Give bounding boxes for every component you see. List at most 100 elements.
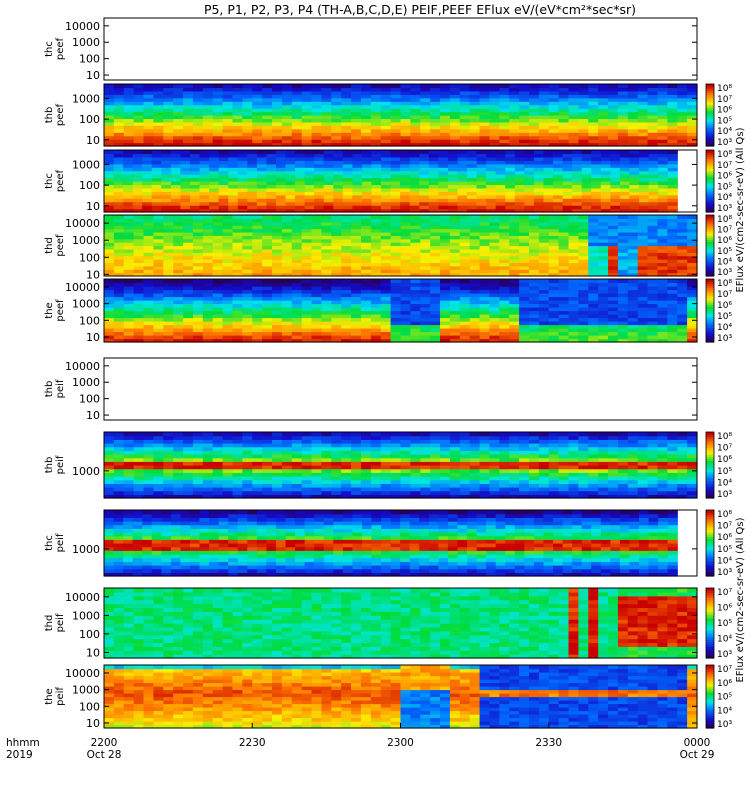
heatmap-cell (476, 170, 487, 175)
heatmap-cell (301, 461, 313, 466)
heatmap-cell (467, 208, 478, 213)
heatmap-cell (341, 90, 352, 95)
heatmap-cell (311, 265, 323, 270)
heatmap-cell (321, 90, 332, 95)
heatmap-cell (420, 248, 431, 253)
heatmap-cell (380, 238, 392, 243)
heatmap-cell (370, 221, 382, 226)
heatmap-cell (390, 269, 402, 274)
heatmap-cell (192, 121, 204, 126)
heatmap-cell (262, 101, 273, 106)
heatmap-cell (657, 125, 668, 130)
heatmap-cell (600, 194, 611, 199)
heatmap-cell (600, 163, 611, 168)
heatmap-cell (143, 132, 155, 137)
heatmap-cell (419, 194, 430, 199)
heatmap-cell (380, 94, 392, 99)
heatmap-cell (163, 282, 174, 287)
heatmap-cell (321, 490, 332, 495)
heatmap-cell (533, 153, 545, 158)
heatmap-cell (163, 84, 174, 89)
heatmap-cell (553, 150, 564, 155)
heatmap-cell (295, 201, 306, 206)
heatmap-cell (610, 208, 621, 213)
heatmap-cell (192, 255, 204, 260)
heatmap-cell (321, 115, 332, 120)
heatmap-cell (311, 286, 323, 291)
heatmap-cell (514, 160, 525, 165)
heatmap-cell (533, 191, 545, 196)
heatmap-cell (252, 125, 263, 130)
heatmap-cell (341, 269, 352, 274)
y-tick-label: 100 (79, 314, 100, 327)
heatmap-cell (548, 228, 560, 233)
heatmap-cell (252, 461, 263, 466)
heatmap-cell (495, 174, 506, 179)
heatmap-cell (588, 331, 599, 336)
heatmap-cell (180, 170, 191, 175)
heatmap-cell (400, 259, 411, 264)
heatmap-cell (528, 84, 540, 89)
heatmap-cell (410, 314, 421, 319)
heatmap-cell (104, 248, 115, 253)
heatmap-cell (104, 139, 115, 144)
heatmap-cell (133, 335, 145, 340)
heatmap-cell (572, 167, 583, 172)
heatmap-cell (647, 248, 659, 253)
heatmap-cell (419, 177, 430, 182)
heatmap-cell (598, 328, 609, 333)
heatmap-cell (304, 170, 315, 175)
heatmap-cell (153, 215, 164, 219)
heatmap-cell (657, 262, 668, 267)
heatmap-cell (687, 259, 698, 264)
heatmap-cell (558, 338, 570, 343)
heatmap-cell (479, 235, 491, 240)
heatmap-cell (447, 177, 459, 182)
heatmap-cell (113, 331, 125, 336)
heatmap-cell (430, 142, 441, 147)
heatmap-cell (209, 205, 220, 210)
heatmap-cell (528, 87, 540, 92)
heatmap-cell (514, 187, 525, 192)
heatmap-cell (153, 487, 164, 492)
heatmap-cell (428, 187, 439, 192)
heatmap-cell (275, 208, 287, 213)
heatmap-cell (486, 191, 497, 196)
heatmap-cell (449, 94, 461, 99)
heatmap-cell (619, 156, 631, 161)
heatmap-cell (281, 335, 293, 340)
heatmap-cell (381, 194, 392, 199)
heatmap-cell (202, 90, 214, 95)
heatmap-cell (687, 221, 698, 226)
heatmap-cell (390, 265, 402, 270)
colorbar-step (706, 108, 714, 112)
heatmap-cell (281, 87, 293, 92)
heatmap-cell (212, 454, 224, 459)
heatmap-cell (420, 125, 431, 130)
heatmap-cell (272, 84, 283, 89)
heatmap-cell (272, 307, 283, 312)
heatmap-cell (151, 187, 162, 192)
heatmap-cell (183, 472, 194, 477)
heatmap-cell (627, 139, 639, 144)
heatmap-cell (667, 255, 678, 260)
heatmap-cell (192, 472, 204, 477)
heatmap-cell (173, 245, 184, 250)
heatmap-cell (687, 231, 698, 236)
heatmap-cell (430, 272, 441, 277)
heatmap-cell (252, 310, 263, 315)
heatmap-cell (183, 272, 194, 277)
heatmap-cell (151, 198, 162, 203)
heatmap-cell (232, 286, 243, 291)
heatmap-cell (617, 225, 629, 230)
heatmap-cell (143, 128, 155, 133)
heatmap-cell (505, 150, 516, 155)
heatmap-cell (232, 303, 243, 308)
heatmap-cell (459, 215, 471, 219)
heatmap-cell (588, 286, 599, 291)
heatmap-cell (189, 170, 201, 175)
heatmap-cell (598, 238, 609, 243)
heatmap-cell (272, 225, 283, 230)
heatmap-cell (272, 483, 283, 488)
heatmap-cell (123, 494, 135, 499)
